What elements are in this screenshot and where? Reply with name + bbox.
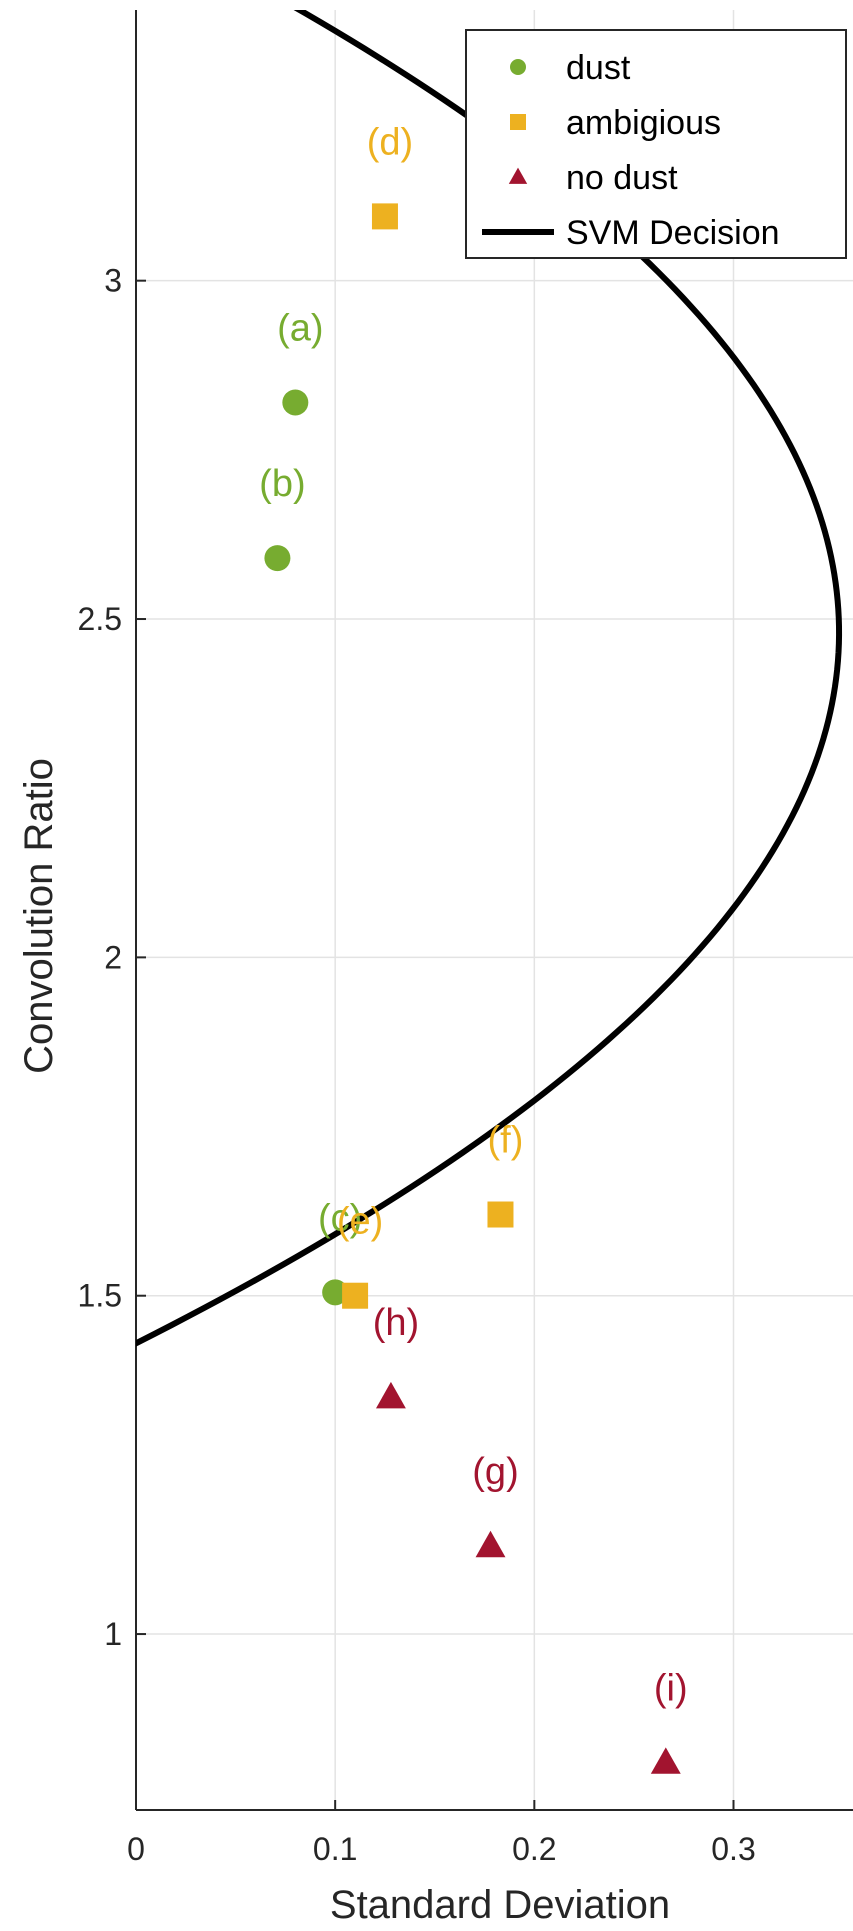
y-tick-label: 1.5 <box>78 1278 122 1314</box>
legend: dust ambigious no dust SVM Decision <box>465 29 847 259</box>
point-label: (d) <box>367 121 413 163</box>
y-tick-label: 1 <box>104 1616 122 1652</box>
data-point-triangle <box>650 1747 681 1774</box>
axes <box>135 10 853 1811</box>
x-tick-label: 0.1 <box>313 1831 357 1867</box>
point-label: (i) <box>654 1668 688 1710</box>
legend-entry-label: no dust <box>566 159 678 197</box>
point-labels: (a) (b) (c) (d) (e) (f) (h) (g) (i) <box>259 121 687 1709</box>
point-label: (g) <box>472 1451 518 1493</box>
y-axis-label: Convolution Ratio <box>17 758 61 1074</box>
point-label: (a) <box>277 307 323 349</box>
y-tick-label: 3 <box>104 263 122 299</box>
data-points <box>264 203 681 1774</box>
point-label: (c) <box>318 1197 362 1239</box>
data-point-triangle <box>375 1381 406 1409</box>
point-label: (h) <box>373 1302 419 1344</box>
data-point-square <box>487 1201 514 1228</box>
legend-marker-triangle <box>508 167 528 184</box>
data-point-circle <box>322 1279 349 1306</box>
legend-box <box>465 29 847 259</box>
point-label: (e) <box>337 1201 383 1243</box>
data-point-triangle <box>475 1530 506 1558</box>
x-tick-label: 0.3 <box>711 1831 755 1867</box>
data-point-circle <box>282 389 309 416</box>
x-tick-label: 0 <box>127 1831 145 1867</box>
legend-marker-circle <box>510 59 526 75</box>
tick-labels: 0 0.1 0.2 0.3 1 1.5 2 2.5 3 <box>78 263 756 1867</box>
data-point-circle <box>264 545 291 572</box>
legend-entry-label: SVM Decision <box>566 214 780 252</box>
data-point-square <box>371 203 398 230</box>
legend-entry-label: dust <box>566 49 631 87</box>
y-tick-label: 2 <box>104 939 122 975</box>
legend-marker-square <box>510 114 526 130</box>
data-point-square <box>342 1282 369 1309</box>
point-label: (b) <box>259 463 305 505</box>
point-label: (f) <box>488 1120 524 1162</box>
legend-entry-label: ambigious <box>566 104 721 142</box>
x-tick-label: 0.2 <box>512 1831 556 1867</box>
y-tick-label: 2.5 <box>78 601 122 637</box>
x-axis-label: Standard Deviation <box>330 1883 670 1927</box>
